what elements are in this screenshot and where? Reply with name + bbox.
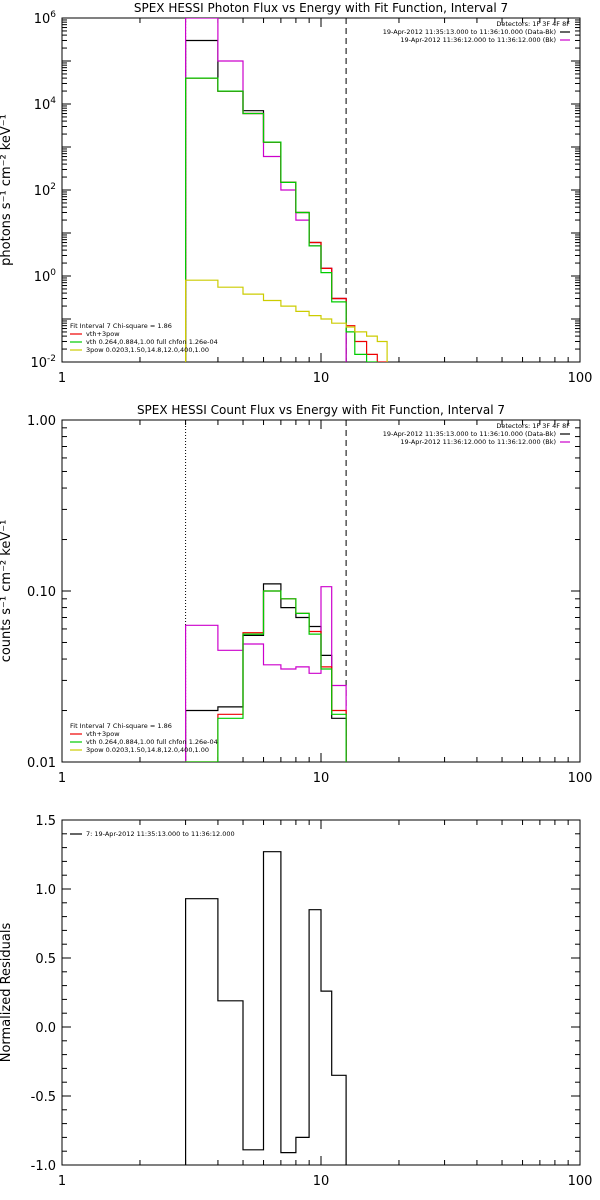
x-tick-label: 1: [58, 371, 66, 386]
x-tick-label: 10: [313, 771, 330, 786]
y-axis-label: photons s⁻¹ cm⁻² keV⁻¹: [0, 114, 14, 266]
chart-title: SPEX HESSI Count Flux vs Energy with Fit…: [137, 403, 505, 417]
legend-left-entry: 3pow 0.0203,1.50,14.8,12.0,400,1.00: [86, 746, 209, 754]
series-group: [185, 851, 347, 1165]
legend-right-entry: 19-Apr-2012 11:36:12.000 to 11:36:12.000…: [400, 36, 556, 44]
x-tick-label: 100: [568, 771, 593, 786]
series-line-1: [185, 851, 347, 1165]
legend-left-entry: 3pow 0.0203,1.50,14.8,12.0,400,1.00: [86, 346, 209, 354]
legend-left-entry: vth 0.264,0.884,1.00 full chfon 1.26e-04: [86, 338, 218, 346]
series-line-2: [185, 586, 347, 762]
legend-left-entry: vth+3pow: [86, 730, 120, 738]
series-line-4: [185, 590, 347, 762]
y-tick-label: 100: [34, 268, 57, 285]
series-line-2: [185, 18, 347, 362]
chart-panel-1: SPEX HESSI Photon Flux vs Energy with Fi…: [0, 1, 592, 386]
chart-panel-3: Normalized Residuals 1 10 100 -1.0 -0.5 0.0 0.5…: [0, 814, 592, 1189]
legend-left-header: Fit Interval 7 Chi-square = 1.86: [70, 322, 172, 330]
y-tick-label: 0.10: [27, 585, 56, 600]
legend-right-entry: 19-Apr-2012 11:35:13.000 to 11:36:10.000…: [383, 430, 556, 438]
plot-frame: [61, 819, 581, 1166]
series-line-1: [185, 39, 347, 362]
y-tick-label: 0.5: [35, 952, 56, 967]
y-tick-label: 10-2: [30, 354, 56, 371]
legend-left-header: Fit Interval 7 Chi-square = 1.86: [70, 722, 172, 730]
series-line-5: [185, 279, 388, 362]
x-tick-label: 100: [568, 1174, 593, 1189]
y-axis-label: Normalized Residuals: [0, 923, 14, 1063]
chart-panel-2: SPEX HESSI Count Flux vs Energy with Fit…: [0, 403, 592, 786]
legend-right-header: Detectors: 1F 3F 4F 8F: [496, 20, 570, 28]
series-line-3: [185, 77, 388, 362]
legend-right-entry: 19-Apr-2012 11:36:12.000 to 11:36:12.000…: [400, 438, 556, 446]
plot-frame: [61, 17, 581, 363]
y-tick-label: 0.01: [27, 756, 56, 771]
y-tick-label: -0.5: [31, 1090, 56, 1105]
y-tick-label: 1.5: [35, 814, 56, 829]
series-line-4: [185, 77, 378, 362]
series-group: [185, 583, 347, 762]
legend-left-entry: 7: 19-Apr-2012 11:35:13.000 to 11:36:12.…: [86, 830, 235, 838]
legend-left-entry: vth 0.264,0.884,1.00 full chfon 1.26e-04: [86, 738, 218, 746]
x-tick-label: 10: [313, 371, 330, 386]
y-tick-label: 104: [34, 96, 57, 113]
legend-left-entry: vth+3pow: [86, 330, 120, 338]
series-group: [185, 18, 388, 362]
y-tick-label: 1.0: [35, 883, 56, 898]
y-tick-label: -1.0: [31, 1159, 56, 1174]
x-tick-label: 10: [313, 1174, 330, 1189]
legend-right-entry: 19-Apr-2012 11:35:13.000 to 11:36:10.000…: [383, 28, 556, 36]
x-tick-label: 1: [58, 771, 66, 786]
y-tick-label: 1.00: [27, 414, 56, 429]
chart-title: SPEX HESSI Photon Flux vs Energy with Fi…: [134, 1, 508, 15]
y-axis-label: counts s⁻¹ cm⁻² keV⁻¹: [0, 520, 14, 663]
y-tick-label: 0.0: [35, 1021, 56, 1036]
series-line-1: [185, 583, 347, 762]
x-tick-label: 100: [568, 371, 593, 386]
x-tick-label: 1: [58, 1174, 66, 1189]
y-tick-label: 106: [34, 10, 57, 27]
y-tick-label: 102: [34, 182, 56, 199]
legend-right-header: Detectors: 1F 3F 4F 8F: [496, 422, 570, 430]
